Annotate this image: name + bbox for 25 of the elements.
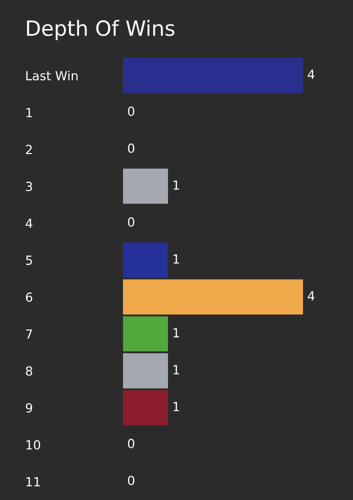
y-tick-label: 11 xyxy=(26,477,40,486)
y-tick-label: 8 xyxy=(26,366,32,376)
y-tick-label: 10 xyxy=(26,440,40,450)
y-tick-label: Last Win xyxy=(26,70,78,80)
data-label: 1 xyxy=(174,254,179,264)
data-label: 0 xyxy=(128,143,134,153)
data-label: 0 xyxy=(128,106,134,116)
data-label: 1 xyxy=(174,180,179,190)
y-tick-label: 7 xyxy=(26,330,32,339)
y-tick-label: 1 xyxy=(26,108,32,118)
data-label: 0 xyxy=(128,438,134,448)
y-tick-label: 6 xyxy=(26,292,32,302)
data-label: 1 xyxy=(174,328,179,338)
chart-title: Depth Of Wins xyxy=(27,20,174,40)
data-label: 4 xyxy=(308,70,314,79)
y-tick-label: 9 xyxy=(26,403,32,413)
y-tick-label: 3 xyxy=(26,182,32,192)
data-label: 0 xyxy=(128,217,134,227)
data-label: 0 xyxy=(128,476,134,486)
data-label: 1 xyxy=(174,402,179,412)
y-tick-label: 4 xyxy=(26,218,32,228)
y-tick-label: 2 xyxy=(26,144,32,154)
y-tick-label: 5 xyxy=(26,256,32,265)
data-label: 1 xyxy=(174,365,179,374)
data-label: 4 xyxy=(308,291,314,300)
